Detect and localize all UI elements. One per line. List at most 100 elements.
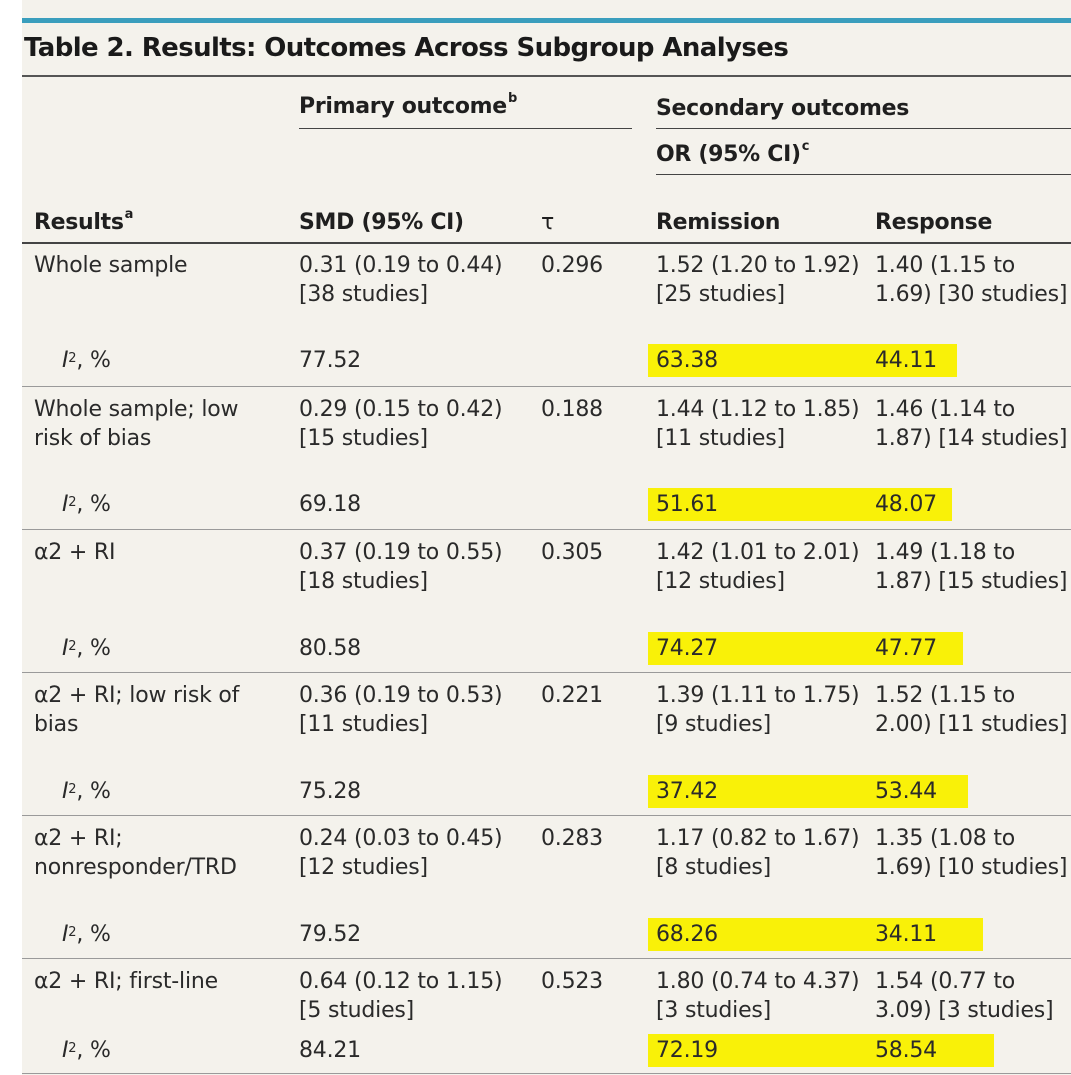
- i2-superscript: 2: [68, 495, 77, 510]
- i2-label: I2, %: [62, 634, 312, 663]
- footnote-c: c: [801, 139, 810, 154]
- response-highlight: [868, 344, 957, 377]
- accent-bar: [22, 18, 1071, 23]
- tau-cell: 0.305: [541, 540, 603, 565]
- i2-smd-cell: 80.58: [299, 636, 361, 661]
- response-highlight: [868, 488, 952, 521]
- row-label: Whole sample: [34, 253, 188, 278]
- i2-letter: I: [62, 348, 69, 373]
- i2-row: I2, % 69.18 51.61 48.07: [22, 484, 1071, 528]
- i2-smd-cell: 79.52: [299, 922, 361, 947]
- smd-cell: 0.36 (0.19 to 0.53) [11 studies]: [299, 683, 503, 737]
- remission-cell: 1.42 (1.01 to 2.01) [12 studies]: [656, 540, 860, 594]
- response-highlight: [868, 775, 968, 808]
- i2-remission-cell: 74.27: [656, 636, 718, 661]
- remission-highlight: [648, 918, 868, 951]
- i2-row: I2, % 77.52 63.38 44.11: [22, 339, 1071, 383]
- results-header: Resultsa: [34, 207, 134, 235]
- table-page: Table 2. Results: Outcomes Across Subgro…: [22, 0, 1071, 1075]
- tau-header: τ: [541, 210, 554, 235]
- remission-highlight: [648, 632, 868, 665]
- i2-response-cell: 47.77: [875, 636, 937, 661]
- i2-label: I2, %: [62, 1036, 312, 1065]
- tau-cell: 0.283: [541, 826, 603, 851]
- i2-remission-cell: 51.61: [656, 492, 718, 517]
- tau-cell: 0.221: [541, 683, 603, 708]
- i2-letter: I: [62, 1038, 69, 1063]
- i2-suffix: , %: [76, 1038, 111, 1063]
- or-subheader-rule: [656, 174, 1071, 175]
- remission-highlight: [648, 775, 868, 808]
- i2-letter: I: [62, 636, 69, 661]
- remission-highlight: [648, 344, 868, 377]
- remission-highlight: [648, 1034, 868, 1067]
- i2-response-cell: 53.44: [875, 779, 937, 804]
- footnote-b: b: [507, 91, 517, 106]
- table-row: α2 + RI; nonresponder/TRD 0.24 (0.03 to …: [22, 815, 1071, 914]
- response-cell: 1.40 (1.15 to 1.69) [30 studies]: [875, 253, 1068, 307]
- table-bottom-rule: [22, 1073, 1071, 1074]
- remission-cell: 1.52 (1.20 to 1.92) [25 studies]: [656, 253, 860, 307]
- response-cell: 1.46 (1.14 to 1.87) [14 studies]: [875, 397, 1068, 451]
- primary-outcome-label: Primary outcome: [299, 94, 507, 119]
- table-row: α2 + RI; low risk of bias 0.36 (0.19 to …: [22, 672, 1071, 771]
- i2-response-cell: 34.11: [875, 922, 937, 947]
- or-label: OR (95% CI): [656, 142, 801, 167]
- i2-response-cell: 58.54: [875, 1038, 937, 1063]
- smd-cell: 0.31 (0.19 to 0.44) [38 studies]: [299, 253, 503, 307]
- i2-row: I2, % 75.28 37.42 53.44: [22, 770, 1071, 814]
- response-header: Response: [875, 210, 993, 235]
- i2-label: I2, %: [62, 777, 312, 806]
- i2-row: I2, % 80.58 74.27 47.77: [22, 627, 1071, 671]
- row-label: α2 + RI; low risk of bias: [34, 683, 240, 737]
- response-cell: 1.49 (1.18 to 1.87) [15 studies]: [875, 540, 1068, 594]
- response-cell: 1.35 (1.08 to 1.69) [10 studies]: [875, 826, 1068, 880]
- i2-letter: I: [62, 779, 69, 804]
- i2-suffix: , %: [76, 348, 111, 373]
- i2-row: I2, % 79.52 68.26 34.11: [22, 913, 1071, 957]
- i2-row: I2, % 84.21 72.19 58.54: [22, 1028, 1071, 1072]
- results-label: Results: [34, 210, 124, 235]
- i2-smd-cell: 75.28: [299, 779, 361, 804]
- i2-letter: I: [62, 492, 69, 517]
- footnote-a: a: [124, 207, 134, 222]
- response-cell: 1.52 (1.15 to 2.00) [11 studies]: [875, 683, 1068, 737]
- remission-cell: 1.80 (0.74 to 4.37) [3 studies]: [656, 969, 860, 1023]
- smd-cell: 0.37 (0.19 to 0.55) [18 studies]: [299, 540, 503, 594]
- i2-suffix: , %: [76, 779, 111, 804]
- row-label: α2 + RI: [34, 540, 116, 565]
- secondary-outcomes-rule: [656, 128, 1071, 129]
- remission-header: Remission: [656, 210, 781, 235]
- row-label: α2 + RI; nonresponder/TRD: [34, 826, 237, 880]
- i2-smd-cell: 84.21: [299, 1038, 361, 1063]
- smd-header: SMD (95% CI): [299, 210, 464, 235]
- or-subheader: OR (95% CI)c: [656, 139, 810, 167]
- i2-remission-cell: 63.38: [656, 348, 718, 373]
- i2-suffix: , %: [76, 492, 111, 517]
- i2-remission-cell: 72.19: [656, 1038, 718, 1063]
- tau-cell: 0.188: [541, 397, 603, 422]
- i2-suffix: , %: [76, 636, 111, 661]
- table-row: α2 + RI 0.37 (0.19 to 0.55) [18 studies]…: [22, 529, 1071, 628]
- smd-cell: 0.64 (0.12 to 1.15) [5 studies]: [299, 969, 503, 1023]
- i2-superscript: 2: [68, 1041, 77, 1056]
- i2-superscript: 2: [68, 925, 77, 940]
- i2-remission-cell: 68.26: [656, 922, 718, 947]
- i2-superscript: 2: [68, 639, 77, 654]
- row-label: α2 + RI; first-line: [34, 969, 218, 994]
- table-row: Whole sample 0.31 (0.19 to 0.44) [38 stu…: [22, 251, 1071, 339]
- table-row: α2 + RI; first-line 0.64 (0.12 to 1.15) …: [22, 958, 1071, 1029]
- response-cell: 1.54 (0.77 to 3.09) [3 studies]: [875, 969, 1054, 1023]
- remission-cell: 1.17 (0.82 to 1.67) [8 studies]: [656, 826, 860, 880]
- tau-cell: 0.296: [541, 253, 603, 278]
- smd-cell: 0.29 (0.15 to 0.42) [15 studies]: [299, 397, 503, 451]
- i2-label: I2, %: [62, 490, 312, 519]
- i2-remission-cell: 37.42: [656, 779, 718, 804]
- i2-label: I2, %: [62, 346, 312, 375]
- secondary-outcomes-header: Secondary outcomes: [656, 96, 910, 121]
- i2-superscript: 2: [68, 782, 77, 797]
- i2-smd-cell: 77.52: [299, 348, 361, 373]
- remission-cell: 1.39 (1.11 to 1.75) [9 studies]: [656, 683, 860, 737]
- response-highlight: [868, 918, 983, 951]
- table-row: Whole sample; low risk of bias 0.29 (0.1…: [22, 386, 1071, 485]
